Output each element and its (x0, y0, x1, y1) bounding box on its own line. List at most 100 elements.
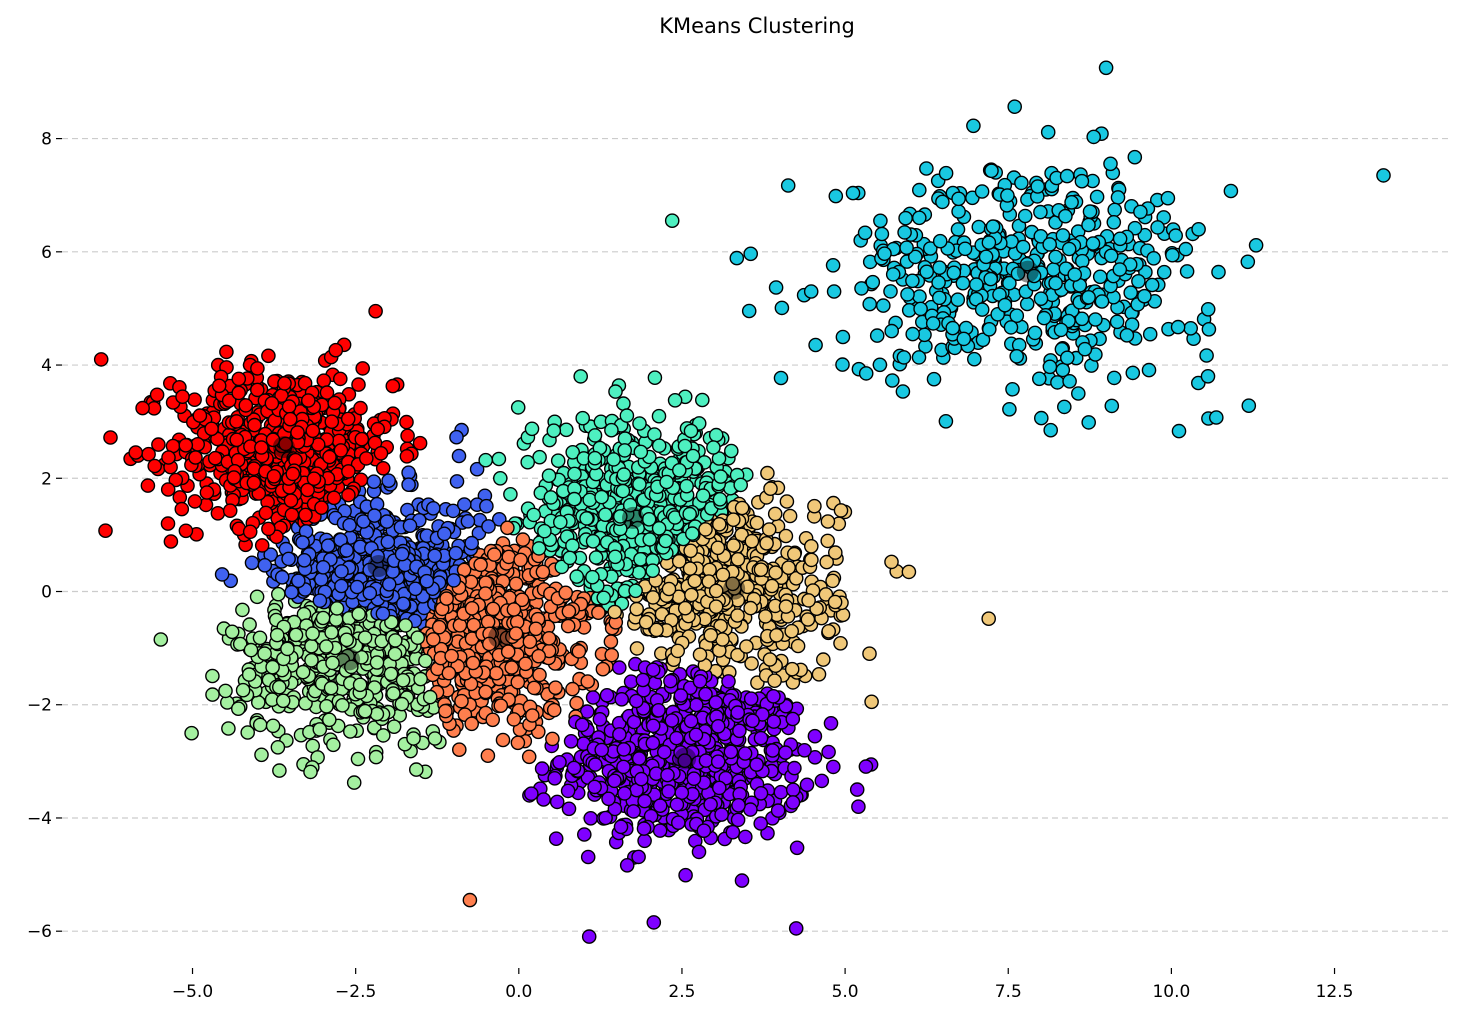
data-point (858, 366, 874, 381)
data-point (1106, 370, 1122, 386)
data-point (381, 577, 397, 592)
data-point (567, 466, 582, 482)
data-point (623, 674, 639, 690)
data-point (1200, 368, 1216, 384)
data-point (520, 454, 536, 470)
data-point (670, 643, 686, 659)
data-point (413, 671, 428, 687)
data-point (491, 451, 507, 467)
data-point (633, 552, 648, 567)
data-point (658, 533, 674, 549)
data-point (1125, 365, 1141, 381)
data-point (862, 646, 877, 662)
data-point (375, 460, 391, 476)
data-point (631, 849, 646, 865)
data-point (575, 410, 591, 426)
data-point (835, 329, 851, 345)
data-point (692, 674, 708, 689)
data-point (438, 703, 453, 719)
data-point (431, 619, 447, 635)
data-point (254, 538, 270, 553)
data-point (1036, 310, 1052, 326)
data-point (281, 399, 297, 414)
data-point (789, 840, 805, 856)
data-point (1030, 179, 1045, 194)
data-point (696, 823, 712, 839)
data-point (607, 604, 623, 620)
data-point (1165, 247, 1180, 263)
data-point (1057, 399, 1072, 415)
x-tick-label: 12.5 (1316, 982, 1354, 1002)
data-point (607, 773, 622, 789)
data-point (1060, 350, 1075, 366)
data-point (631, 751, 647, 766)
data-point (982, 321, 997, 337)
data-point (935, 194, 950, 210)
data-point (394, 546, 410, 562)
data-point (541, 468, 557, 484)
data-point (1059, 168, 1075, 184)
data-point (712, 517, 727, 532)
data-point (1376, 168, 1391, 183)
data-point (664, 713, 680, 728)
data-point (587, 428, 603, 443)
data-point (730, 552, 746, 567)
data-point (899, 240, 914, 255)
cluster-centroid (338, 648, 361, 671)
data-point (242, 524, 258, 540)
y-tick-label: −4 (27, 809, 52, 829)
data-point (222, 503, 238, 519)
data-point (734, 500, 750, 516)
data-point (1055, 228, 1071, 243)
data-point (188, 450, 203, 465)
data-point (765, 743, 780, 758)
data-point (495, 732, 511, 748)
data-point (800, 612, 816, 627)
data-point (592, 712, 608, 727)
data-point (324, 414, 340, 430)
data-point (1003, 320, 1019, 335)
data-point (851, 799, 866, 815)
data-point (803, 284, 819, 299)
data-point (367, 508, 382, 523)
data-point (147, 458, 162, 474)
data-point (1142, 326, 1158, 342)
data-point (1201, 321, 1217, 337)
data-point (1075, 253, 1090, 269)
data-point (565, 681, 580, 697)
data-point (313, 572, 329, 587)
data-point (678, 867, 693, 883)
data-point (807, 498, 822, 514)
data-point (486, 547, 502, 562)
data-point (290, 573, 306, 589)
data-point (661, 784, 676, 799)
data-point (785, 782, 801, 798)
x-tick-label: 0.0 (505, 982, 532, 1002)
data-point (731, 798, 746, 813)
data-point (335, 698, 350, 713)
data-point (632, 416, 647, 431)
data-point (778, 745, 793, 760)
data-point (1042, 359, 1058, 375)
data-point (981, 235, 997, 250)
data-point (1133, 204, 1148, 220)
data-point (266, 468, 282, 484)
data-point (140, 478, 156, 493)
data-point (1007, 99, 1023, 114)
data-point (1191, 221, 1206, 237)
data-point (714, 807, 729, 822)
data-point (532, 667, 547, 683)
data-point (663, 673, 678, 689)
data-point (739, 639, 754, 654)
data-point (1082, 204, 1098, 219)
data-point (1092, 269, 1108, 285)
data-point (884, 323, 900, 339)
data-point (312, 593, 328, 609)
data-point (242, 617, 257, 632)
data-point (615, 483, 631, 499)
data-point (679, 478, 694, 494)
data-point (769, 628, 784, 643)
data-point (449, 474, 465, 489)
